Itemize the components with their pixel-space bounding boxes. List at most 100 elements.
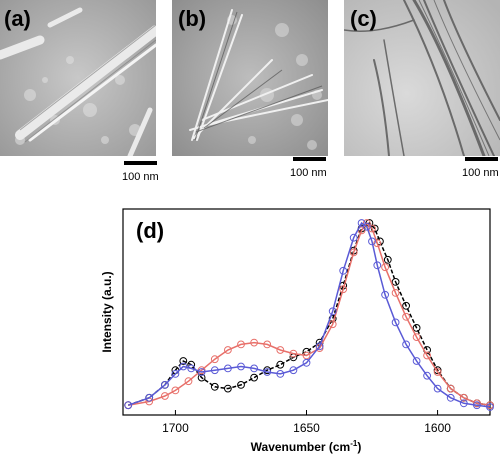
panel-label-b: (b) <box>178 6 207 31</box>
data-point <box>197 368 206 376</box>
data-point <box>171 386 180 395</box>
data-point <box>224 384 232 393</box>
data-point <box>302 351 311 360</box>
data-point <box>197 373 206 382</box>
panel-label-d: (d) <box>136 218 164 243</box>
data-point <box>339 266 348 275</box>
data-point <box>179 357 188 365</box>
data-point <box>349 233 358 242</box>
data-point <box>224 364 232 373</box>
data-point <box>161 392 169 400</box>
series-line <box>127 221 491 408</box>
x-tick-label: 1700 <box>162 421 189 435</box>
micrograph-b <box>172 0 328 156</box>
data-point <box>473 401 481 410</box>
data-point <box>381 290 390 299</box>
series-2 <box>124 219 494 411</box>
data-point <box>250 373 259 382</box>
data-point <box>184 377 193 386</box>
data-point <box>459 393 468 402</box>
scale-bar-b <box>293 157 326 161</box>
x-tick-label: 1650 <box>293 421 320 435</box>
data-point <box>412 357 421 365</box>
data-point <box>433 368 442 376</box>
data-point <box>179 362 188 371</box>
scale-label-b: 100 nm <box>290 167 327 179</box>
data-point <box>210 355 219 364</box>
data-point <box>339 285 348 294</box>
data-point <box>423 371 432 380</box>
data-point <box>210 382 219 391</box>
data-point <box>446 393 455 402</box>
data-point <box>381 263 390 272</box>
micrograph-a <box>0 0 156 156</box>
data-point <box>391 289 400 297</box>
data-point <box>373 239 382 248</box>
data-point <box>357 219 366 227</box>
scale-label-c: 100 nm <box>462 167 499 179</box>
data-point <box>302 358 311 367</box>
data-point <box>171 370 180 378</box>
x-tick-label: 1600 <box>424 421 451 435</box>
x-axis-label-main: Wavenumber (cm <box>251 440 351 454</box>
data-point <box>368 224 376 233</box>
data-point <box>486 403 494 411</box>
data-point <box>446 384 455 393</box>
data-point <box>412 324 421 332</box>
x-axis-label-sup: -1 <box>350 439 358 448</box>
data-point <box>263 340 272 349</box>
series-line <box>128 221 491 406</box>
series-1 <box>124 219 494 410</box>
data-point <box>145 393 154 402</box>
data-point <box>373 261 382 270</box>
data-point <box>368 237 376 246</box>
data-point <box>276 370 285 378</box>
panel-label-c: (c) <box>350 6 377 31</box>
data-point <box>289 349 298 358</box>
chart-svg: (d) 1700 1650 1600 Intensity (a.u.) Wavenu… <box>100 208 494 454</box>
data-point <box>237 381 245 389</box>
series-layer <box>124 219 494 411</box>
data-point <box>210 366 219 375</box>
data-point <box>412 333 421 342</box>
data-point <box>263 368 272 376</box>
data-point <box>124 401 133 410</box>
data-point <box>237 340 245 349</box>
data-point <box>276 346 285 354</box>
data-point <box>402 312 411 321</box>
data-point <box>224 346 232 354</box>
data-point <box>391 278 400 286</box>
data-point <box>423 351 432 360</box>
data-point <box>328 307 337 316</box>
scale-bar-c <box>465 157 498 161</box>
series-0 <box>124 219 494 410</box>
data-point <box>161 381 169 389</box>
data-point <box>433 384 442 393</box>
plot-frame <box>122 208 491 416</box>
micrograph-c <box>344 0 500 156</box>
y-axis-label: Intensity (a.u.) <box>100 271 114 352</box>
data-point <box>402 340 411 349</box>
data-point <box>315 342 324 351</box>
data-point <box>328 320 337 329</box>
data-point <box>383 255 392 264</box>
data-point <box>349 248 358 257</box>
x-axis-label: Wavenumber (cm-1) <box>251 439 362 454</box>
data-point <box>459 399 468 408</box>
data-point <box>289 366 298 375</box>
panel-label-a: (a) <box>4 6 31 31</box>
scale-bar-a <box>124 161 157 165</box>
data-point <box>250 364 259 373</box>
data-point <box>402 301 411 310</box>
data-point <box>237 362 245 371</box>
ftir-chart: (d) 1700 1650 1600 Intensity (a.u.) Wavenu… <box>0 195 500 456</box>
series-line <box>127 222 491 406</box>
x-axis-label-tail: ) <box>357 440 361 454</box>
scale-label-a: 100 nm <box>122 171 159 183</box>
data-point <box>391 318 400 327</box>
data-point <box>362 222 371 231</box>
data-point <box>276 360 285 369</box>
x-axis-ticks: 1700 1650 1600 <box>162 410 451 435</box>
data-point <box>187 364 196 373</box>
data-point <box>250 338 259 347</box>
